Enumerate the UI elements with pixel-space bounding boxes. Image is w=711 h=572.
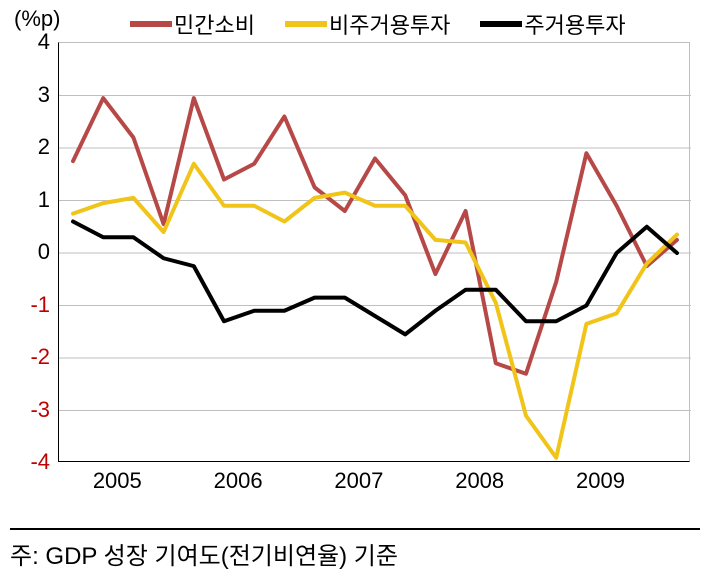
legend-item-0: 민간소비: [130, 8, 255, 40]
series-line-1: [73, 164, 677, 458]
y-tick-label: 3: [0, 82, 50, 108]
x-tick-label: 2008: [455, 468, 504, 494]
legend-label-1: 비주거용투자: [329, 8, 450, 40]
x-tick-label: 2009: [576, 468, 625, 494]
legend-swatch-0: [130, 21, 172, 27]
y-tick-label: -3: [0, 397, 50, 423]
footnote: 주: GDP 성장 기여도(전기비연율) 기준: [10, 528, 700, 571]
legend-item-1: 비주거용투자: [285, 8, 450, 40]
y-tick-label: 1: [0, 187, 50, 213]
series-line-2: [73, 222, 677, 335]
y-tick-label: -2: [0, 344, 50, 370]
chart-container: (%p) 민간소비 비주거용투자 주거용투자 43210-1-2-3-4 200…: [0, 0, 711, 520]
x-tick-label: 2005: [93, 468, 142, 494]
chart-lines: [59, 43, 689, 461]
legend-swatch-1: [285, 21, 327, 27]
legend-label-0: 민간소비: [174, 8, 255, 40]
x-tick-label: 2006: [214, 468, 263, 494]
legend-item-2: 주거용투자: [480, 8, 625, 40]
y-tick-label: -4: [0, 449, 50, 475]
y-tick-label: 2: [0, 134, 50, 160]
y-tick-label: 4: [0, 29, 50, 55]
legend: 민간소비 비주거용투자 주거용투자: [130, 8, 626, 40]
legend-swatch-2: [480, 21, 522, 27]
y-tick-label: 0: [0, 239, 50, 265]
plot-area: [58, 42, 690, 462]
y-tick-label: -1: [0, 292, 50, 318]
legend-label-2: 주거용투자: [524, 8, 625, 40]
x-tick-label: 2007: [334, 468, 383, 494]
